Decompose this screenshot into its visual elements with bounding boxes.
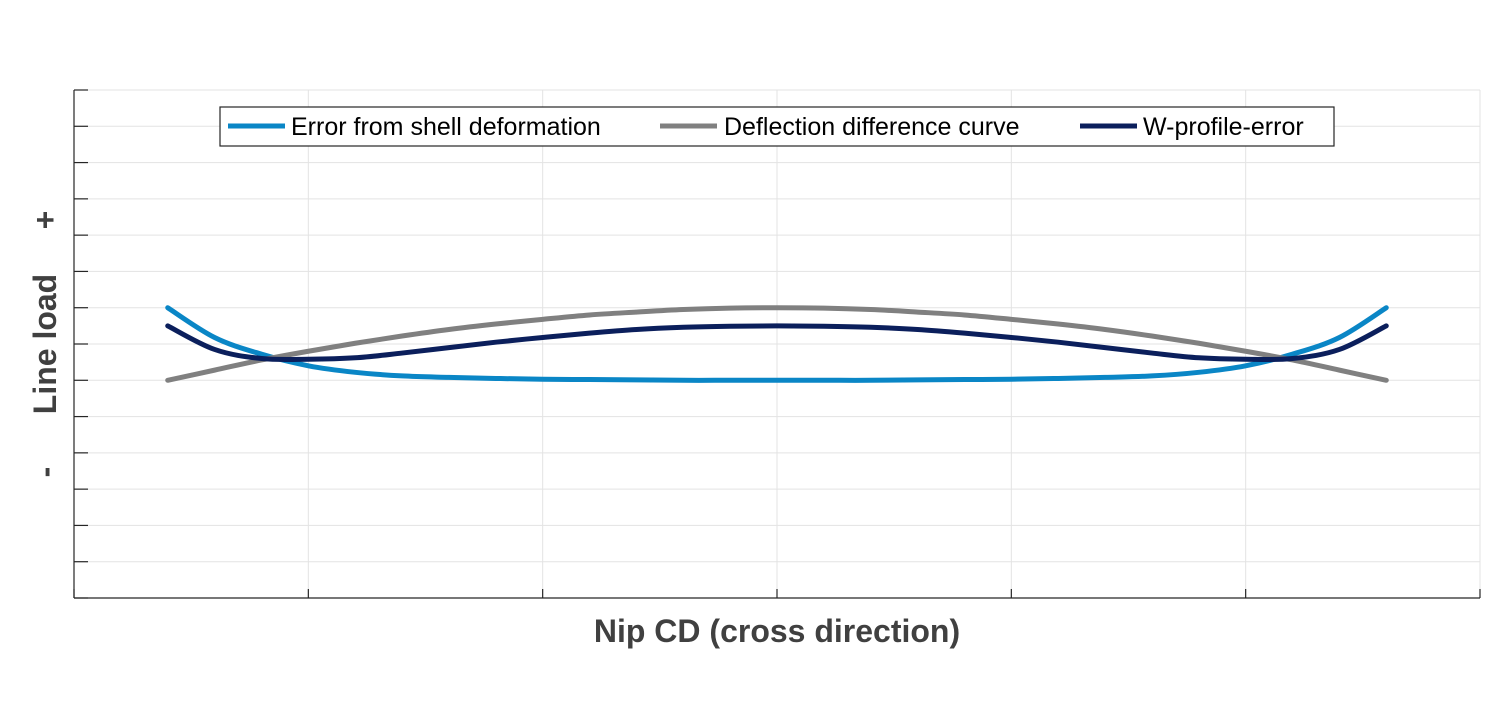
series-line-w-profile [165,323,1389,363]
x-axis-label: Nip CD (cross direction) [594,613,960,649]
legend-label-w-profile: W-profile-error [1143,113,1304,141]
series-line-deflection [165,305,1389,383]
series-group [165,305,1389,383]
legend-label-deflection: Deflection difference curve [724,113,1020,141]
y-axis-minus-label: - [27,467,63,478]
y-axis-plus-label: + [27,211,63,230]
grid [73,89,1481,599]
legend: Error from shell deformation Deflection … [219,106,1335,147]
y-axis-label: Line load [27,274,63,414]
series-line-error-shell [165,305,1389,383]
legend-box [219,106,1335,147]
legend-label-error-shell: Error from shell deformation [291,113,601,141]
axes [73,89,1481,599]
